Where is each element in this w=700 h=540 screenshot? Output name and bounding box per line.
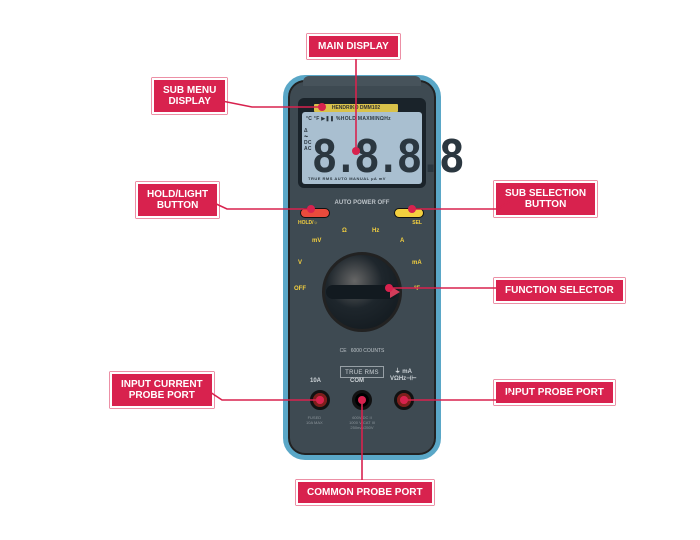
dial-pos-hz: Hz: [372, 228, 379, 234]
port-com-label: COM: [350, 378, 364, 384]
callout-sub-menu: SUB MENUDISPLAY: [152, 78, 227, 114]
fuse-label: FUSED10A MAX: [306, 416, 323, 426]
ce-mark: CE: [340, 348, 347, 354]
lcd-side-indicators: Δ⏦DCAC: [304, 128, 312, 152]
counts-label: 6000 COUNTS: [351, 348, 385, 354]
function-selector-dial: [322, 252, 402, 332]
lcd-frame: HENDRIKO DMM102 600V CAT II1000V CAT III…: [298, 98, 426, 188]
true-rms-label: TRUE RMS: [340, 366, 384, 378]
callout-sub-selection: SUB SELECTIONBUTTON: [494, 181, 597, 217]
callout-function-sel: FUNCTION SELECTOR: [494, 278, 625, 303]
dot-hold: [307, 205, 315, 213]
lcd-screen: °C °F ▶❚❚ %HOLD MAXMINΩHz Δ⏦DCAC 8.8.8.8…: [302, 112, 422, 184]
callout-hold-light: HOLD/LIGHTBUTTON: [136, 182, 219, 218]
brand-label: HENDRIKO DMM102: [314, 104, 398, 112]
callout-main-display: MAIN DISPLAY: [307, 34, 400, 59]
dot-port-l: [316, 396, 324, 404]
dial-pos-mv: mV: [312, 238, 321, 244]
dial-pos-ohm: Ω: [342, 228, 347, 234]
dial-pos-off: OFF: [294, 286, 306, 292]
callout-input-probe: INPUT PROBE PORT: [494, 380, 615, 405]
port-v-label: ⏚ mAVΩHz⊣⊢: [390, 366, 417, 382]
dial-pos-temp: °F: [414, 286, 420, 292]
dot-sel: [408, 205, 416, 213]
callout-common-probe: COMMON PROBE PORT: [296, 480, 434, 505]
dot-port-c: [358, 396, 366, 404]
port-10a-label: 10A: [310, 378, 321, 384]
lcd-annunciators: °C °F ▶❚❚ %HOLD MAXMINΩHz: [306, 116, 391, 122]
dot-port-r: [400, 396, 408, 404]
dot-main-display: [352, 147, 360, 155]
lcd-bottom-text: TRUE RMS AUTO MANUAL µA mV: [308, 176, 386, 181]
dial-pos-v: V: [298, 260, 302, 266]
diagram-root: HENDRIKO DMM102 600V CAT II1000V CAT III…: [0, 0, 700, 540]
hold-light-button: [300, 208, 330, 218]
dial-pos-a: A: [400, 238, 404, 244]
auto-power-off-label: AUTO POWER OFF: [298, 200, 426, 206]
rating-label: 600V DC II1000 V CAT III250mA/250V: [340, 416, 384, 430]
dial-pos-ma: mA: [412, 260, 422, 266]
dot-sub-menu: [318, 103, 326, 111]
callout-input-current: INPUT CURRENTPROBE PORT: [110, 372, 214, 408]
dot-dial: [385, 284, 393, 292]
main-display-digits: 8.8.8.8: [312, 130, 412, 173]
